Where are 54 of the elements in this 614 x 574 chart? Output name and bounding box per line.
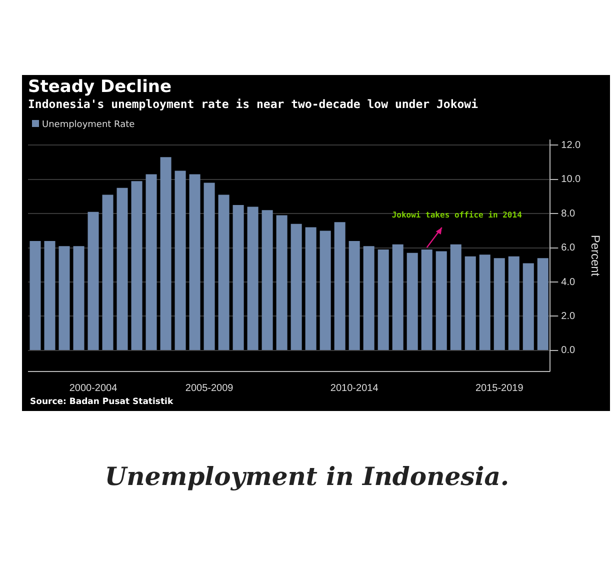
bar (247, 206, 258, 350)
bar (320, 230, 331, 350)
bar (44, 240, 56, 350)
y-tick-label: 10.0 (561, 174, 582, 186)
bar (232, 205, 244, 350)
bar (508, 256, 520, 350)
bar (160, 157, 172, 350)
bar (218, 194, 230, 350)
bar (30, 240, 41, 350)
bar (58, 246, 70, 350)
source-note: Source: Badan Pusat Statistik (30, 397, 174, 407)
bar (450, 244, 462, 350)
bar (494, 258, 505, 350)
annotation: Jokowi takes office in 2014 (392, 210, 522, 220)
chart-subtitle: Indonesia's unemployment rate is near two-decade low under Jokowi (28, 97, 478, 111)
bar (189, 174, 200, 350)
bar (522, 263, 534, 350)
legend-label: Unemployment Rate (41, 120, 135, 130)
bar (102, 194, 114, 350)
y-tick-label: 0.0 (561, 345, 576, 356)
bar (305, 227, 316, 350)
bar (174, 170, 186, 350)
bar (479, 254, 490, 350)
bar (363, 246, 374, 350)
y-axis-title: Percent (588, 234, 602, 277)
bar (348, 240, 360, 350)
y-tick-label: 2.0 (561, 310, 576, 322)
bar (406, 252, 418, 350)
bar (392, 244, 404, 350)
x-tick-label: 2010-2014 (330, 382, 379, 394)
bar (88, 212, 99, 350)
bar (204, 182, 215, 350)
text: Unemployment in Indonesia. (104, 462, 510, 491)
y-tick-label: 4.0 (561, 276, 576, 288)
bar (146, 174, 157, 350)
x-tick-label: 2005-2009 (185, 382, 234, 394)
bar (436, 251, 447, 350)
y-tick-label: 6.0 (561, 242, 576, 254)
chart-title: Steady Decline (28, 77, 172, 97)
bar (262, 210, 273, 350)
y-tick-label: 12.0 (561, 140, 582, 151)
bar (116, 188, 128, 350)
bar (334, 222, 346, 350)
x-tick-label: 2000-2004 (69, 382, 118, 394)
bar (73, 246, 84, 350)
bar (378, 250, 389, 350)
bar (421, 250, 432, 350)
bar (537, 258, 548, 350)
bar (276, 215, 288, 350)
x-tick-label: 2015-2019 (475, 382, 524, 394)
bar (290, 224, 302, 350)
bar (464, 256, 476, 350)
y-tick-label: 8.0 (561, 208, 576, 220)
bar (131, 181, 142, 350)
